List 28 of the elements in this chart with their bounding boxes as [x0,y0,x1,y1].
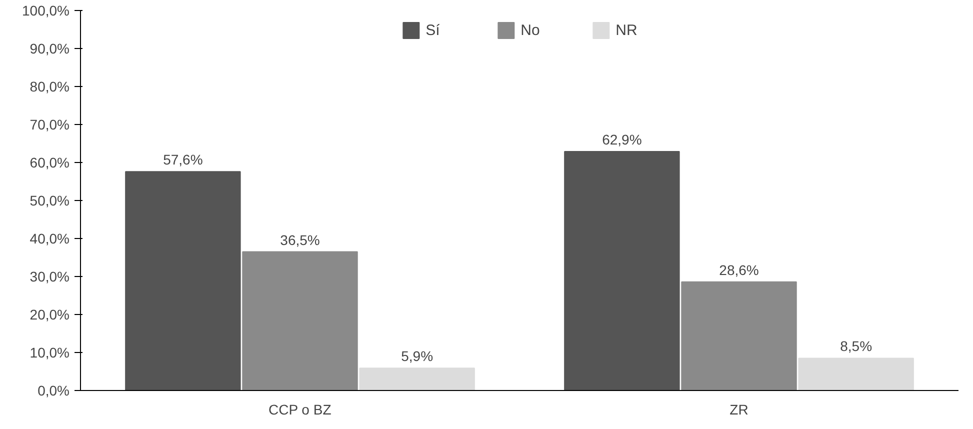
y-tick-label: 10,0% [30,344,70,360]
data-label: 36,5% [280,232,320,248]
y-tick-label: 90,0% [30,40,70,56]
y-tick-label: 80,0% [30,78,70,94]
bar [125,171,241,390]
y-tick-label: 0,0% [38,382,70,398]
bar [798,358,914,390]
y-tick-label: 20,0% [30,306,70,322]
x-tick-label: ZR [730,402,748,418]
bar [359,368,475,390]
legend-label: NR [616,22,638,38]
y-tick-label: 50,0% [30,192,70,208]
x-tick-label: CCP o BZ [268,402,332,418]
y-tick-label: 60,0% [30,154,70,170]
data-label: 57,6% [163,152,203,168]
legend-label: No [520,22,541,38]
y-tick-label: 30,0% [30,268,70,284]
bar [681,281,797,390]
y-tick-label: 40,0% [30,230,70,246]
data-label: 28,6% [719,262,759,278]
data-label: 5,9% [401,348,434,364]
data-label: 8,5% [840,338,872,354]
bar [564,150,680,390]
y-tick-label: 100,0% [22,2,70,18]
data-label: 62,9% [602,131,642,148]
bar [242,251,358,390]
y-tick-label: 70,0% [30,116,70,132]
legend-label: Sí [426,22,441,38]
